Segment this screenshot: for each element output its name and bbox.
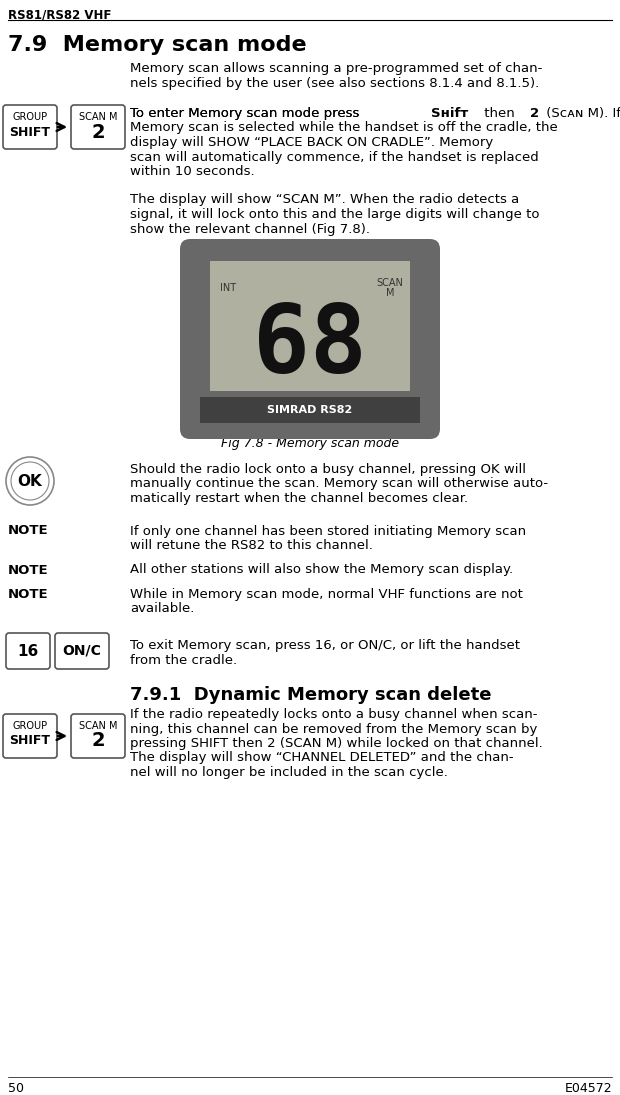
Text: INT: INT xyxy=(220,283,236,293)
Text: SCAN M: SCAN M xyxy=(79,721,117,731)
Text: Fig 7.8 - Memory scan mode: Fig 7.8 - Memory scan mode xyxy=(221,437,399,450)
FancyBboxPatch shape xyxy=(71,105,125,149)
Text: within 10 seconds.: within 10 seconds. xyxy=(130,165,255,178)
Text: 68: 68 xyxy=(253,301,367,393)
FancyBboxPatch shape xyxy=(55,633,109,669)
Text: 50: 50 xyxy=(8,1082,24,1095)
Text: pressing SHIFT then 2 (SCAN M) while locked on that channel.: pressing SHIFT then 2 (SCAN M) while loc… xyxy=(130,737,542,750)
Text: 16: 16 xyxy=(17,644,38,658)
Text: nel will no longer be included in the scan cycle.: nel will no longer be included in the sc… xyxy=(130,766,448,779)
Text: To exit Memory scan, press 16, or ON/C, or lift the handset: To exit Memory scan, press 16, or ON/C, … xyxy=(130,639,520,652)
Text: SCAN
M: SCAN M xyxy=(376,278,404,299)
Text: 2: 2 xyxy=(91,731,105,750)
Text: SHIFT: SHIFT xyxy=(9,735,50,748)
Text: GROUP: GROUP xyxy=(12,721,48,731)
Text: 7.9  Memory scan mode: 7.9 Memory scan mode xyxy=(8,35,307,55)
Text: matically restart when the channel becomes clear.: matically restart when the channel becom… xyxy=(130,492,468,505)
Text: NOTE: NOTE xyxy=(8,588,48,601)
FancyBboxPatch shape xyxy=(3,714,57,758)
Text: NOTE: NOTE xyxy=(8,525,48,538)
Text: (Sᴄᴀɴ M). If: (Sᴄᴀɴ M). If xyxy=(542,107,620,120)
Text: nels specified by the user (see also sections 8.1.4 and 8.1.5).: nels specified by the user (see also sec… xyxy=(130,77,539,90)
Text: All other stations will also show the Memory scan display.: All other stations will also show the Me… xyxy=(130,564,513,576)
Text: display will SHOW “PLACE BACK ON CRADLE”. Memory: display will SHOW “PLACE BACK ON CRADLE”… xyxy=(130,136,494,149)
Text: While in Memory scan mode, normal VHF functions are not: While in Memory scan mode, normal VHF fu… xyxy=(130,588,523,601)
Text: signal, it will lock onto this and the large digits will change to: signal, it will lock onto this and the l… xyxy=(130,208,539,221)
Text: SHIFT: SHIFT xyxy=(9,126,50,138)
Text: The display will show “CHANNEL DELETED” and the chan-: The display will show “CHANNEL DELETED” … xyxy=(130,751,513,764)
Text: OK: OK xyxy=(17,473,42,488)
Text: Memory scan is selected while the handset is off the cradle, the: Memory scan is selected while the handse… xyxy=(130,122,558,135)
Text: Sʜifᴛ: Sʜifᴛ xyxy=(432,107,469,120)
Text: E04572: E04572 xyxy=(564,1082,612,1095)
Bar xyxy=(210,261,410,391)
Text: 2: 2 xyxy=(91,123,105,141)
Text: To enter Memory scan mode press: To enter Memory scan mode press xyxy=(130,107,363,120)
Text: Should the radio lock onto a busy channel, pressing OK will: Should the radio lock onto a busy channe… xyxy=(130,463,526,476)
Circle shape xyxy=(6,457,54,505)
Text: 2: 2 xyxy=(530,107,539,120)
Text: then: then xyxy=(479,107,518,120)
Text: If the radio repeatedly locks onto a busy channel when scan-: If the radio repeatedly locks onto a bus… xyxy=(130,708,538,721)
Text: 7.9.1  Dynamic Memory scan delete: 7.9.1 Dynamic Memory scan delete xyxy=(130,685,492,704)
Bar xyxy=(200,397,420,423)
FancyBboxPatch shape xyxy=(180,239,440,439)
Text: scan will automatically commence, if the handset is replaced: scan will automatically commence, if the… xyxy=(130,150,539,163)
Text: If only one channel has been stored initiating Memory scan: If only one channel has been stored init… xyxy=(130,525,526,538)
FancyBboxPatch shape xyxy=(71,714,125,758)
Text: NOTE: NOTE xyxy=(8,564,48,576)
Text: ning, this channel can be removed from the Memory scan by: ning, this channel can be removed from t… xyxy=(130,723,538,736)
Circle shape xyxy=(11,462,49,500)
Text: show the relevant channel (Fig 7.8).: show the relevant channel (Fig 7.8). xyxy=(130,222,370,235)
Text: available.: available. xyxy=(130,602,195,615)
Text: The display will show “SCAN M”. When the radio detects a: The display will show “SCAN M”. When the… xyxy=(130,194,520,207)
Text: manually continue the scan. Memory scan will otherwise auto-: manually continue the scan. Memory scan … xyxy=(130,477,548,491)
FancyBboxPatch shape xyxy=(6,633,50,669)
Text: GROUP: GROUP xyxy=(12,112,48,122)
Text: will retune the RS82 to this channel.: will retune the RS82 to this channel. xyxy=(130,539,373,552)
Text: ON/C: ON/C xyxy=(63,644,102,658)
FancyBboxPatch shape xyxy=(3,105,57,149)
Text: Memory scan allows scanning a pre-programmed set of chan-: Memory scan allows scanning a pre-progra… xyxy=(130,62,542,74)
Text: SIMRAD RS82: SIMRAD RS82 xyxy=(267,405,353,415)
Text: from the cradle.: from the cradle. xyxy=(130,654,237,667)
Text: To enter Memory scan mode press: To enter Memory scan mode press xyxy=(130,107,363,120)
Text: RS81/RS82 VHF: RS81/RS82 VHF xyxy=(8,8,112,21)
Text: SCAN M: SCAN M xyxy=(79,112,117,122)
